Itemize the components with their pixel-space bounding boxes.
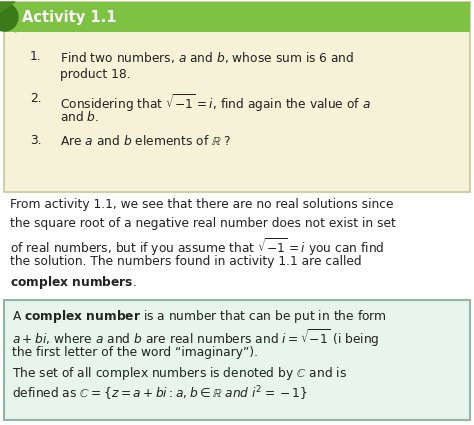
Text: A $\bf{complex\ number}$ is a number that can be put in the form: A $\bf{complex\ number}$ is a number tha… [12, 308, 387, 325]
Bar [4, 300, 470, 420]
Text: and $b$.: and $b$. [60, 110, 99, 124]
Text: 3.: 3. [30, 134, 42, 147]
Text: the first letter of the word “imaginary”).: the first letter of the word “imaginary”… [12, 346, 258, 359]
Text: Considering that $\sqrt{-1}=i$, find again the value of $a$: Considering that $\sqrt{-1}=i$, find aga… [60, 92, 371, 114]
Text: 1.: 1. [30, 50, 42, 63]
Text: $\bf{complex\ numbers}$.: $\bf{complex\ numbers}$. [10, 274, 137, 291]
Text: of real numbers, but if you assume that $\sqrt{-1}=i$ you can find: of real numbers, but if you assume that … [10, 236, 384, 258]
Text: the square root of a negative real number does not exist in set: the square root of a negative real numbe… [10, 217, 396, 230]
Text: defined as $\mathbb{C}=\{z=a+bi:a,b\in\mathbb{R}$ $\mathit{and}$ $i^2=-1\}$: defined as $\mathbb{C}=\{z=a+bi:a,b\in\m… [12, 384, 308, 402]
Circle shape [0, 3, 18, 31]
Text: the solution. The numbers found in activity 1.1 are called: the solution. The numbers found in activ… [10, 255, 362, 268]
Polygon shape [0, 2, 15, 12]
Bar [4, 2, 470, 192]
Text: Are $a$ and $b$ elements of $\mathbb{R}$ ?: Are $a$ and $b$ elements of $\mathbb{R}$… [60, 134, 231, 148]
Text: product 18.: product 18. [60, 68, 131, 81]
Bar [4, 2, 470, 32]
Polygon shape [0, 2, 15, 32]
Text: 2.: 2. [30, 92, 42, 105]
Text: Find two numbers, $a$ and $b$, whose sum is 6 and: Find two numbers, $a$ and $b$, whose sum… [60, 50, 354, 65]
Text: From activity 1.1, we see that there are no real solutions since: From activity 1.1, we see that there are… [10, 198, 393, 211]
Text: The set of all complex numbers is denoted by $\mathbb{C}$ and is: The set of all complex numbers is denote… [12, 365, 347, 382]
Text: Activity 1.1: Activity 1.1 [22, 9, 117, 25]
Text: $a+bi$, where $a$ and $b$ are real numbers and $i=\sqrt{-1}$ (i being: $a+bi$, where $a$ and $b$ are real numbe… [12, 327, 380, 349]
